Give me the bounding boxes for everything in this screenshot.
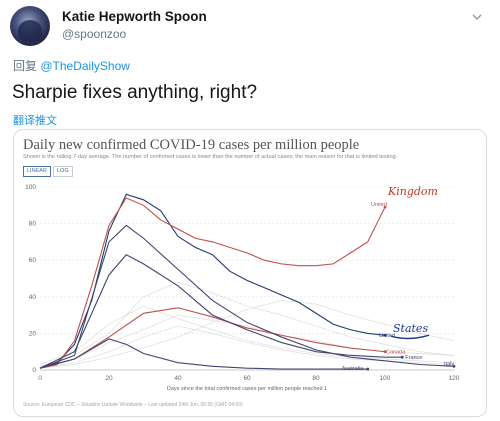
chart-source: Source: European CDC – Situation Update …	[23, 402, 243, 408]
background-country-line	[39, 281, 455, 367]
series-end-point	[383, 205, 387, 209]
chart-title: Daily new confirmed COVID-19 cases per m…	[23, 137, 360, 153]
series-end-point	[400, 355, 404, 359]
translate-link[interactable]: 翻译推文	[13, 115, 57, 127]
series-label: United	[379, 333, 395, 339]
x-tick-label: 40	[174, 375, 182, 382]
series-line	[39, 338, 368, 370]
x-tick-label: 80	[312, 375, 320, 382]
series-line	[39, 193, 386, 369]
x-axis-label: Days since the total confirmed cases per…	[167, 386, 327, 392]
series-line	[39, 254, 403, 369]
background-country-line	[39, 300, 455, 369]
y-tick-label: 20	[29, 330, 37, 337]
series-line	[39, 307, 386, 369]
y-tick-label: 0	[32, 367, 36, 374]
series-label: United	[371, 202, 387, 208]
reply-to-link[interactable]: @TheDailyShow	[40, 59, 130, 73]
reply-context: 回复 @TheDailyShow	[13, 57, 130, 74]
log-toggle[interactable]: LOG	[53, 166, 73, 177]
y-tick-label: 60	[29, 257, 37, 264]
author-name[interactable]: Katie Hepworth Spoon	[62, 9, 207, 24]
series-label: France	[405, 355, 422, 361]
x-tick-label: 20	[105, 375, 113, 382]
y-tick-label: 40	[29, 294, 37, 301]
x-tick-label: 120	[449, 375, 460, 382]
reply-prefix: 回复	[13, 59, 38, 73]
handwritten-scribble	[390, 334, 430, 340]
chart-image-card[interactable]: Daily new confirmed COVID-19 cases per m…	[13, 129, 487, 417]
author-handle[interactable]: @spoonzoo	[62, 27, 127, 41]
x-tick-label: 60	[243, 375, 251, 382]
handwritten-states: States	[393, 322, 428, 335]
avatar[interactable]	[10, 6, 50, 46]
series-end-point	[366, 367, 370, 371]
background-country-line	[39, 305, 455, 365]
line-chart: 0 20 40 60 80 100 0 20 40 60 80 100 120 Days since th…	[25, 184, 460, 392]
x-tick-label: 100	[380, 375, 391, 382]
series-end-point	[383, 350, 387, 354]
series-line	[39, 224, 455, 369]
series-label: Canada	[386, 350, 406, 356]
y-tick-label: 80	[29, 221, 37, 228]
handwritten-kingdom: Kingdom	[387, 185, 438, 198]
chevron-down-icon[interactable]	[470, 10, 484, 24]
series-line	[39, 197, 386, 369]
y-tick-label: 100	[25, 184, 36, 191]
x-tick-label: 0	[38, 375, 42, 382]
series-label: Australia	[342, 366, 364, 372]
series-end-point	[452, 364, 456, 368]
tweet-text: Sharpie fixes anything, right?	[12, 82, 258, 103]
series-end-point	[383, 333, 387, 337]
linear-toggle[interactable]: LINEAR	[23, 166, 51, 177]
chart-subtitle: Shown is the rolling 7-day average. The …	[23, 154, 398, 160]
series-label: Italy	[444, 361, 454, 367]
